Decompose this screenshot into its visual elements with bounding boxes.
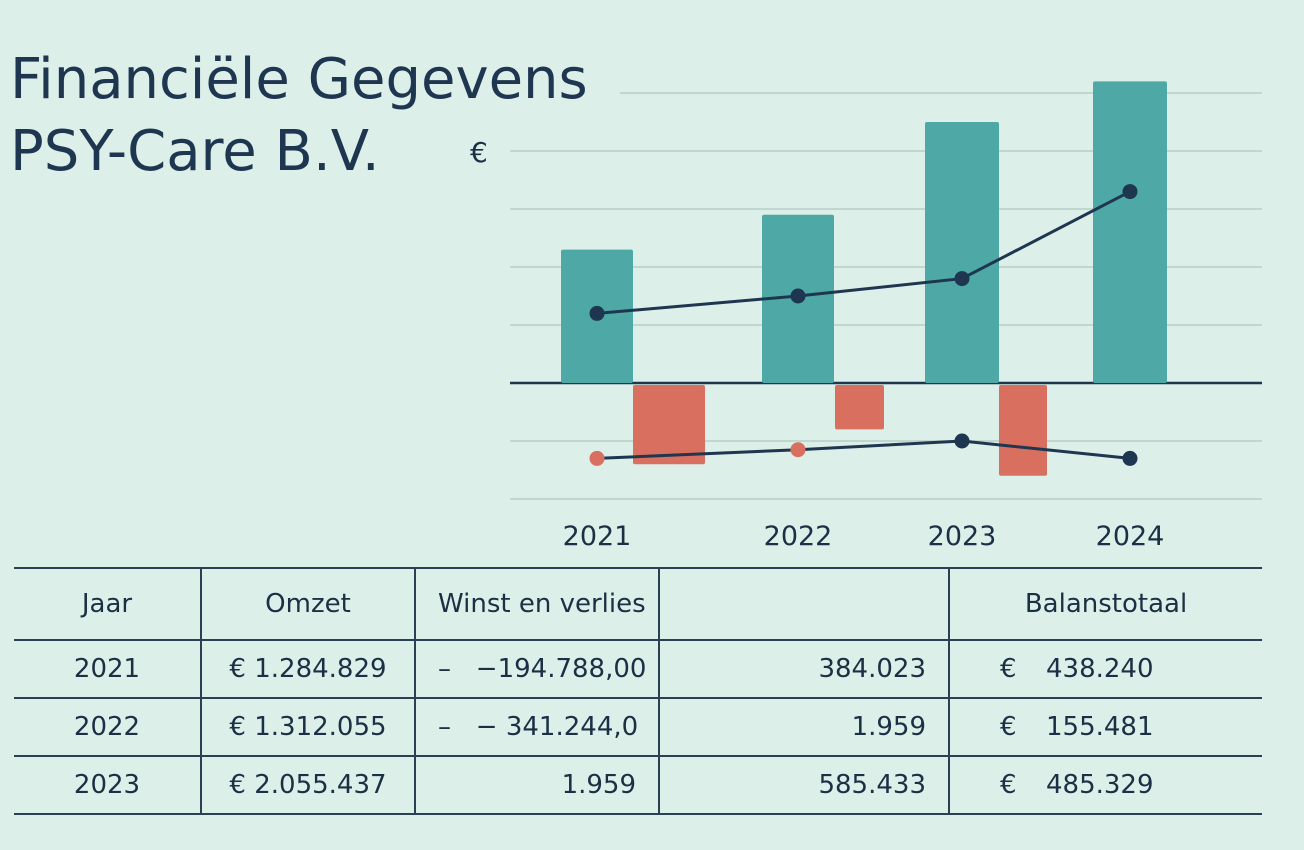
bar-positive xyxy=(925,122,999,383)
x-tick-label: 2023 xyxy=(928,521,997,552)
cell-balans: €155.481 xyxy=(948,697,1262,757)
table-header-row: Jaar Omzet Winst en verlies Balanstotaal xyxy=(14,567,1262,641)
cell-jaar: 2023 xyxy=(14,755,201,815)
table-row: 2021 € 1.284.829 – −194.788,00 384.023 €… xyxy=(14,639,1262,699)
financial-chart: 2021 2022 2023 2024 € xyxy=(470,81,1262,552)
line-point xyxy=(1122,184,1138,200)
line-point xyxy=(589,450,605,466)
table-row: 2022 € 1.312.055 – − 341.244,0 1.959 €15… xyxy=(14,697,1262,757)
line-point xyxy=(790,288,806,304)
chart-lines xyxy=(589,184,1138,466)
line-point xyxy=(1122,450,1138,466)
cell-balans-value: 485.329 xyxy=(1046,770,1154,800)
line-point xyxy=(790,442,806,458)
cell-balans-currency: € xyxy=(1000,712,1017,742)
financial-table: Jaar Omzet Winst en verlies Balanstotaal… xyxy=(14,567,1262,815)
cell-col4: 1.959 xyxy=(658,697,949,757)
y-unit-label: € xyxy=(470,136,488,169)
header-winst: Winst en verlies xyxy=(414,567,659,641)
cell-winst: – − 341.244,0 xyxy=(414,697,659,757)
x-tick-label: 2021 xyxy=(563,521,632,552)
cell-balans-value: 155.481 xyxy=(1046,712,1154,742)
cell-winst-value: − 341.244,0 xyxy=(475,712,639,742)
cell-omzet: € 1.284.829 xyxy=(200,639,415,699)
cell-col4: 585.433 xyxy=(658,755,949,815)
cell-winst-value: 1.959 xyxy=(561,770,636,800)
cell-winst-prefix: – xyxy=(438,654,451,684)
title-line-1: Financiële Gegevens xyxy=(10,47,588,112)
cell-jaar: 2021 xyxy=(14,639,201,699)
header-empty xyxy=(658,567,949,641)
page-title: Financiële Gegevens PSY-Care B.V. xyxy=(10,44,588,188)
x-tick-label: 2022 xyxy=(764,521,833,552)
line-point xyxy=(589,305,605,321)
cell-balans: €485.329 xyxy=(948,755,1262,815)
table-row: 2023 € 2.055.437 1.959 585.433 €485.329 xyxy=(14,755,1262,815)
cell-balans-currency: € xyxy=(1000,654,1017,684)
cell-omzet: € 1.312.055 xyxy=(200,697,415,757)
bar-negative xyxy=(835,385,884,430)
cell-col4: 384.023 xyxy=(658,639,949,699)
bar-positive xyxy=(1093,81,1167,384)
x-tick-label: 2024 xyxy=(1096,521,1165,552)
bar-negative xyxy=(633,385,705,465)
cell-winst-value: −194.788,00 xyxy=(475,654,647,684)
series-line xyxy=(596,439,1131,460)
line-point xyxy=(954,433,970,449)
header-jaar: Jaar xyxy=(14,567,201,641)
cell-winst: – −194.788,00 xyxy=(414,639,659,699)
header-omzet: Omzet xyxy=(200,567,415,641)
line-point xyxy=(954,271,970,287)
chart-bars xyxy=(561,81,1167,476)
header-balans: Balanstotaal xyxy=(948,567,1262,641)
cell-omzet: € 2.055.437 xyxy=(200,755,415,815)
cell-balans-value: 438.240 xyxy=(1046,654,1154,684)
cell-winst: 1.959 xyxy=(414,755,659,815)
cell-winst-prefix: – xyxy=(438,712,451,742)
cell-balans: €438.240 xyxy=(948,639,1262,699)
chart-ticks: 2021 2022 2023 2024 xyxy=(563,521,1165,552)
bar-negative xyxy=(999,385,1047,476)
cell-jaar: 2022 xyxy=(14,697,201,757)
series-line xyxy=(596,190,1131,315)
cell-balans-currency: € xyxy=(1000,770,1017,800)
title-line-2: PSY-Care B.V. xyxy=(10,119,380,184)
